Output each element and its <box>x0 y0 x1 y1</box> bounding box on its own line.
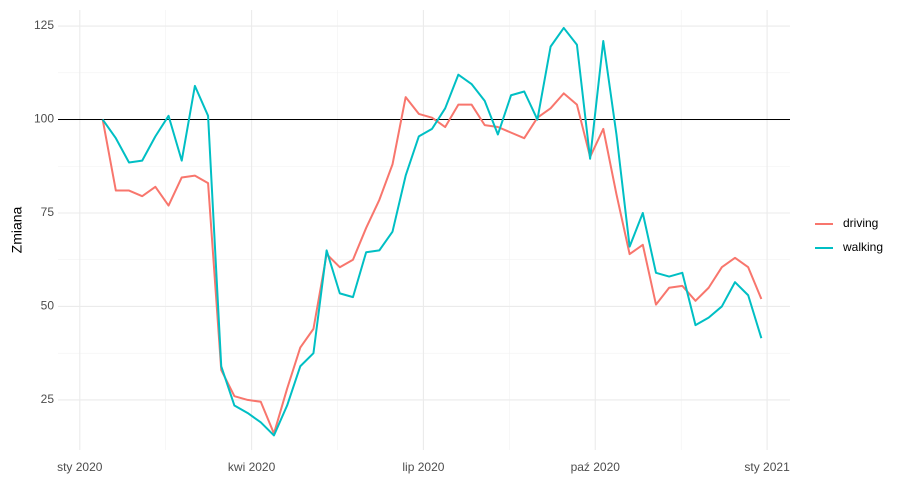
y-tick-label: 100 <box>34 112 54 126</box>
legend-label: driving <box>843 216 878 230</box>
y-tick-label: 125 <box>34 18 54 32</box>
x-tick-label: lip 2020 <box>402 460 444 474</box>
line <box>101 26 763 437</box>
legend-label: walking <box>842 240 883 254</box>
x-tick-label: paź 2020 <box>571 460 621 474</box>
x-tick-label: sty 2021 <box>744 460 790 474</box>
x-tick-label: sty 2020 <box>57 460 103 474</box>
x-tick-label: kwi 2020 <box>228 460 276 474</box>
y-tick-label: 75 <box>41 205 55 219</box>
y-tick-label: 50 <box>41 299 55 313</box>
line <box>101 92 763 435</box>
y-axis-label: Zmiana <box>9 206 25 253</box>
y-tick-label: 25 <box>41 392 55 406</box>
